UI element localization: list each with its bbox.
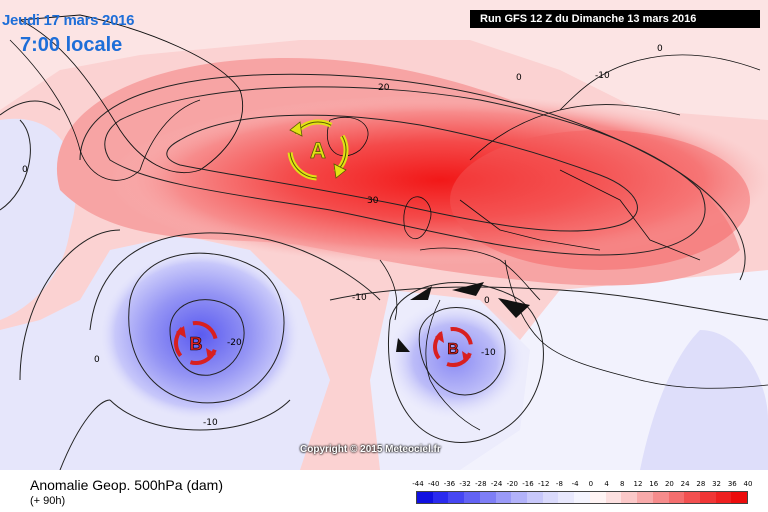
color-scale-label: -40 [427, 480, 440, 488]
color-scale-swatch [542, 492, 559, 503]
color-scale-swatch [464, 492, 480, 503]
legend-title: Anomalie Geop. 500hPa (dam) [30, 477, 223, 493]
run-info: Run GFS 12 Z du Dimanche 13 mars 2016 [470, 10, 760, 28]
color-scale-swatch [479, 492, 496, 503]
color-scale-label: -28 [475, 480, 487, 488]
color-scale-label: 32 [712, 480, 722, 488]
color-scale-swatch [589, 492, 606, 503]
weather-map: 20 30 0 -10 -10 0 -20 0 -10 0 -10 0 A B … [0, 0, 768, 470]
color-scale-swatch [527, 492, 543, 503]
pressure-letter-b: B [447, 341, 459, 358]
color-scale-label: 24 [680, 480, 690, 488]
anticyclone-marker: A [287, 119, 349, 181]
forecast-time: 7:00 locale [20, 34, 123, 56]
color-scale-swatch [417, 492, 433, 503]
color-scale-swatch [731, 492, 748, 503]
color-scale-swatch [637, 492, 653, 503]
contour-label: 30 [367, 196, 379, 206]
contour-label: -10 [203, 418, 218, 428]
contour-label: 0 [94, 355, 100, 365]
flow-arrows [396, 282, 530, 352]
forecast-date: Jeudi 17 mars 2016 [2, 12, 135, 29]
color-scale-label: 36 [727, 480, 737, 488]
color-scale-label: 0 [588, 480, 594, 488]
contour-label: -20 [227, 338, 242, 348]
color-scale-label: -24 [490, 480, 503, 488]
color-scale-swatch [668, 492, 685, 503]
color-scale-swatch [605, 492, 622, 503]
contour-label: 0 [22, 165, 28, 175]
color-scale-label: 12 [633, 480, 643, 488]
contour-label: 0 [516, 73, 522, 83]
color-scale-swatch [495, 492, 512, 503]
color-scale-swatch [448, 492, 465, 503]
color-scale-label: 8 [620, 480, 625, 488]
color-scale-swatch [574, 492, 590, 503]
depression-marker: B [433, 327, 473, 367]
color-scale-swatch [558, 492, 575, 503]
color-scale-swatch [432, 492, 449, 503]
color-scale-label: -8 [555, 480, 563, 488]
color-scale-label: 40 [743, 480, 753, 488]
color-scale-label: 4 [604, 480, 609, 488]
color-scale-label: 16 [649, 480, 659, 488]
pressure-letter-b: B [190, 334, 203, 354]
contour-label: 0 [657, 44, 663, 54]
depression-marker: B [174, 321, 218, 365]
pressure-letter-a: A [310, 138, 326, 163]
color-scale-label: -12 [537, 480, 550, 488]
copyright: Copyright © 2015 Meteociel.fr [300, 444, 441, 455]
color-scale-labels: -44 -40 -36 -32 -28 -24 -20 -16 -12 -8 -4 0 4 8 12 16 20… [412, 480, 752, 490]
color-scale-label: -4 [571, 480, 579, 488]
color-scale [416, 491, 748, 504]
contour-label: -10 [595, 71, 610, 81]
color-scale-swatch [715, 492, 732, 503]
contour-label: 0 [484, 296, 490, 306]
contour-label: -10 [352, 293, 367, 303]
color-scale-label: -20 [506, 480, 518, 488]
color-scale-label: -32 [459, 480, 471, 488]
color-scale-swatch [684, 492, 700, 503]
color-scale-swatch [699, 492, 716, 503]
color-scale-label: -16 [522, 480, 534, 488]
color-scale-swatch [652, 492, 669, 503]
color-scale-label: 28 [696, 480, 706, 488]
contour-label: -10 [481, 348, 496, 358]
contour-label: 20 [378, 83, 390, 93]
legend-subtitle: (+ 90h) [30, 495, 66, 507]
color-scale-label: 20 [664, 480, 674, 488]
color-scale-swatch [511, 492, 528, 503]
color-scale-swatch [621, 492, 638, 503]
color-scale-label: -36 [443, 480, 456, 488]
color-scale-label: -44 [412, 480, 424, 488]
